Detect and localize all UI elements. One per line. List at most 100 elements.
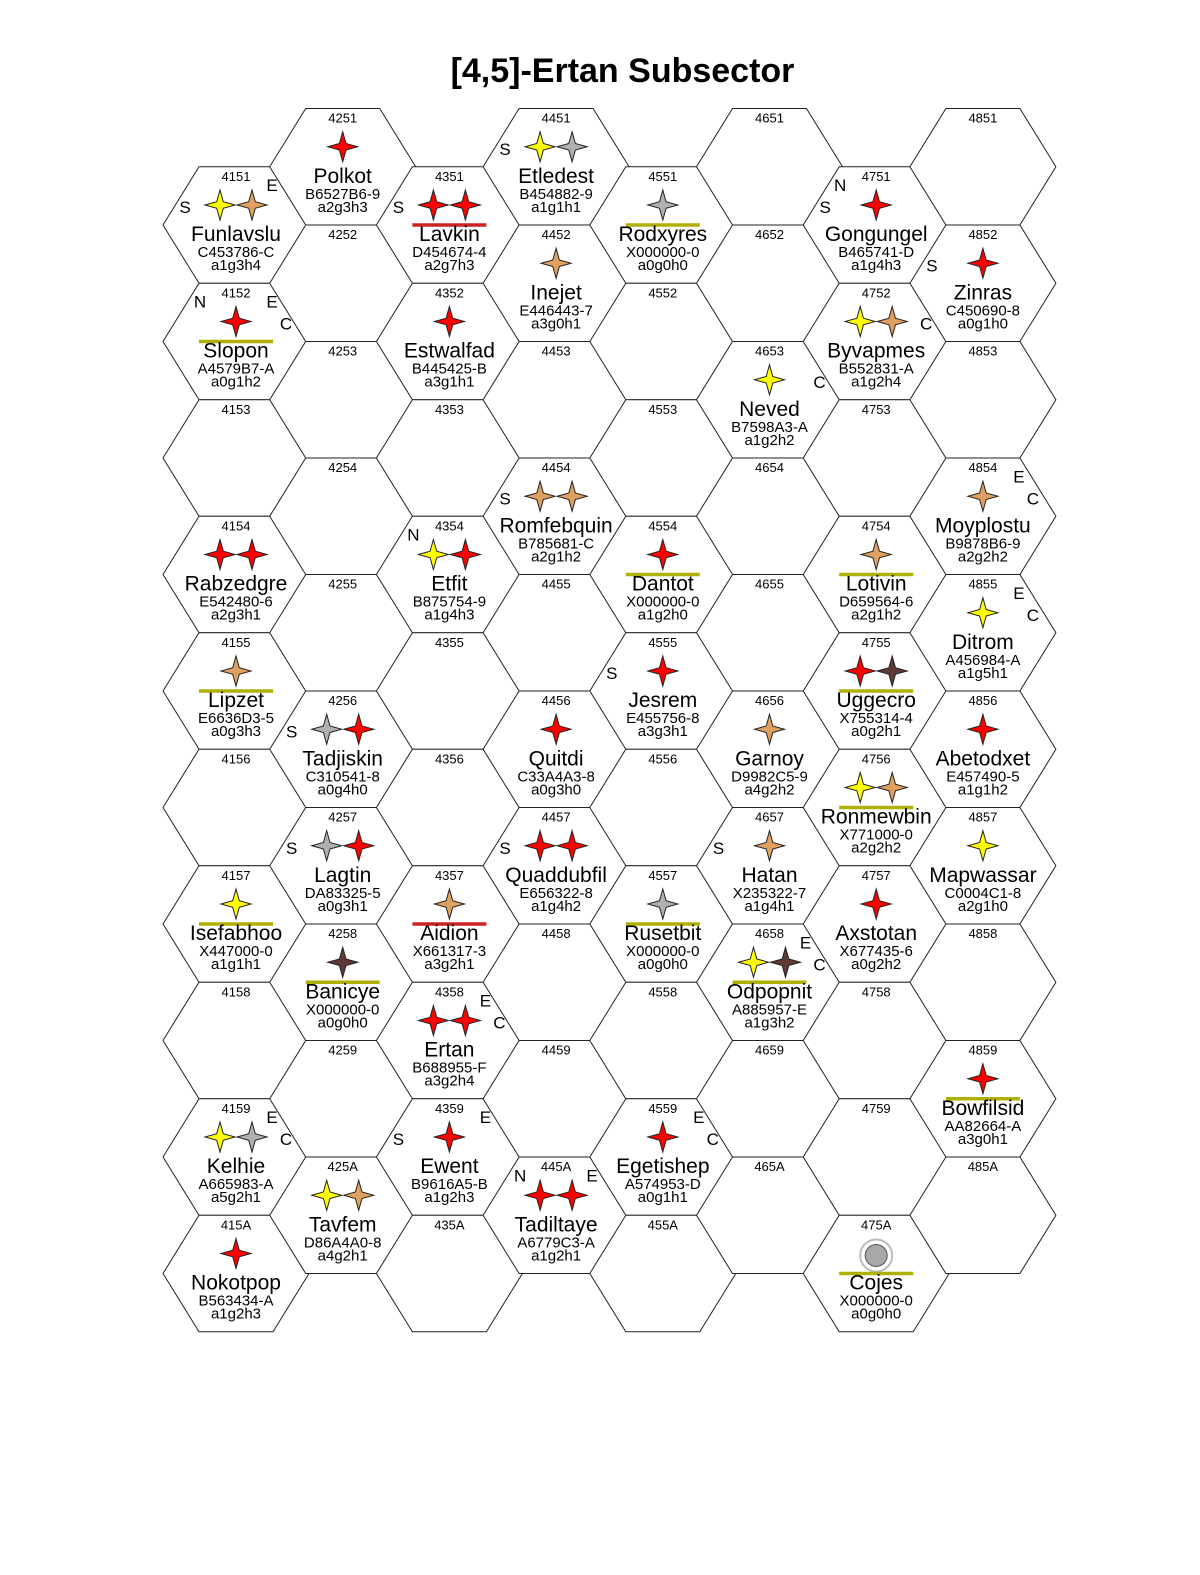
world-uwp: A6779C3-A: [517, 1234, 595, 1251]
world-pbg: a1g4h3: [424, 607, 474, 624]
hex-number: 4351: [435, 169, 464, 184]
world-name: Jesrem: [628, 689, 697, 712]
base-code-e: E: [800, 933, 811, 952]
world-name: Hatan: [741, 864, 797, 887]
hex-4651[interactable]: 4651: [695, 108, 844, 226]
hex-number: 4253: [328, 344, 357, 359]
world-pbg: a1g2h1: [531, 1247, 581, 1264]
world-name: Ditrom: [952, 631, 1014, 654]
world-pbg: a0g3h0: [531, 781, 581, 798]
world-pbg: a0g3h1: [318, 898, 368, 915]
hex-number: 4555: [648, 635, 677, 650]
hex-number: 4755: [862, 635, 891, 650]
brown-star-icon: [325, 945, 360, 980]
red-star-icon: [645, 537, 680, 572]
yellow-star-icon: [966, 828, 1000, 863]
red-star-icon: [432, 1120, 467, 1154]
base-code-s: S: [393, 198, 404, 217]
hex-number: 4355: [435, 635, 464, 650]
world-pbg: a4g2h1: [318, 1247, 368, 1264]
world-uwp: C310541-8: [306, 768, 380, 785]
hex-number: 4551: [648, 169, 677, 184]
red-star-icon: [859, 188, 894, 222]
hex-number: 425A: [328, 1159, 359, 1174]
hex-4759[interactable]: 4759: [802, 1098, 950, 1216]
hex-4558[interactable]: 4558: [589, 981, 737, 1100]
world-uwp: B875754-9: [413, 594, 486, 611]
world-pbg: a1g2h3: [211, 1306, 261, 1323]
world-name: Lipzet: [208, 689, 264, 712]
world-uwp: B563434-A: [198, 1293, 273, 1310]
hex-number: 4752: [862, 285, 891, 300]
red-star-icon: [859, 887, 894, 921]
world-name: Etfit: [431, 573, 467, 596]
red-star-icon: [203, 537, 237, 572]
hex-number: 4553: [648, 402, 677, 417]
world-name: Abetodxet: [936, 747, 1031, 770]
hex-number: 455A: [648, 1217, 679, 1232]
world-uwp: DA83325-5: [305, 885, 381, 902]
base-code-n: N: [194, 293, 206, 312]
red-star-icon: [555, 1178, 589, 1213]
world-name: Neved: [739, 398, 800, 421]
hex-number: 4156: [222, 751, 251, 766]
hex-number: 4557: [648, 868, 677, 883]
hex-485A[interactable]: 485A: [909, 1156, 1057, 1274]
world-pbg: a0g3h3: [211, 723, 261, 740]
hex-435A[interactable]: 435A: [375, 1214, 523, 1333]
hex-number: 4659: [755, 1043, 784, 1058]
yellow-star-icon: [219, 887, 253, 921]
orange-star-icon: [432, 887, 467, 921]
base-code-s: S: [499, 839, 510, 858]
hex-4553[interactable]: 4553: [589, 399, 737, 517]
hex-number: 415A: [221, 1217, 252, 1232]
base-code-n: N: [514, 1166, 526, 1185]
hex-4758[interactable]: 4758: [802, 981, 950, 1100]
base-code-c: C: [280, 1130, 292, 1149]
hex-4356[interactable]: 4356: [375, 748, 523, 867]
planet-ring-icon: [859, 1238, 894, 1273]
